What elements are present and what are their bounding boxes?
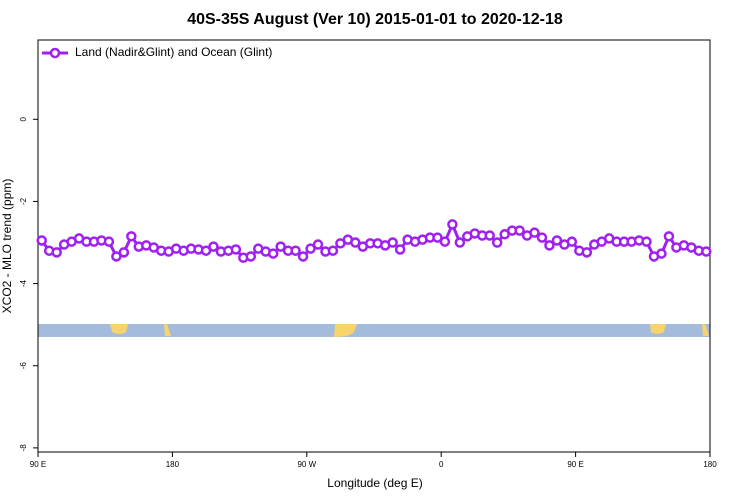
series-marker	[51, 247, 62, 258]
land-patch	[110, 324, 128, 334]
series-marker	[551, 235, 563, 246]
y-tick-label: -2	[19, 197, 28, 205]
series-marker	[350, 237, 361, 248]
y-tick-label: 0	[19, 117, 28, 122]
y-tick-label: -6	[19, 362, 28, 370]
x-tick-label: 90 E	[567, 460, 583, 469]
series-marker	[305, 243, 316, 254]
series-marker	[447, 219, 458, 230]
series-marker	[656, 248, 667, 259]
series-marker	[491, 237, 503, 248]
x-tick-label: 90 W	[297, 460, 316, 469]
legend-label: Land (Nadir&Glint) and Ocean (Glint)	[75, 45, 272, 59]
x-tick-label: 90 E	[30, 460, 46, 469]
series-marker	[111, 251, 122, 262]
x-axis-label: Longitude (deg E)	[327, 476, 422, 490]
series-marker	[566, 236, 578, 247]
series-marker	[454, 237, 466, 248]
series-marker	[245, 251, 257, 262]
series-marker	[327, 245, 339, 256]
legend-marker	[49, 47, 61, 59]
series-marker	[36, 235, 47, 246]
x-tick-label: 180	[703, 460, 717, 469]
series-marker	[581, 247, 593, 258]
series-marker	[103, 236, 115, 247]
land-patch	[702, 324, 709, 336]
land-patch	[334, 324, 357, 337]
ocean-band	[38, 324, 710, 337]
series-marker	[439, 236, 451, 247]
y-tick-label: -4	[19, 279, 28, 287]
plot-frame	[37, 39, 711, 453]
series-marker	[208, 241, 219, 252]
series-marker	[514, 225, 525, 236]
series-marker	[200, 245, 212, 256]
series-marker	[267, 248, 279, 259]
series-marker	[126, 231, 137, 242]
y-axis-label: XCO2 - MLO trend (ppm)	[0, 179, 14, 314]
series-marker	[701, 246, 712, 257]
series-marker	[529, 227, 540, 238]
series-marker	[432, 232, 443, 243]
chart-title: 40S-35S August (Ver 10) 2015-01-01 to 20…	[187, 11, 563, 28]
x-tick-label: 0	[439, 460, 444, 469]
series-marker	[544, 240, 555, 251]
series-marker	[312, 239, 324, 250]
series-marker	[230, 244, 242, 255]
series-marker	[297, 251, 309, 262]
series-marker	[118, 247, 130, 258]
series-marker	[387, 237, 398, 248]
y-tick-label: -8	[19, 444, 28, 452]
series-marker	[641, 236, 652, 247]
series-marker	[536, 232, 548, 243]
series-marker	[394, 244, 406, 255]
series-marker	[663, 231, 675, 242]
series-marker	[275, 241, 286, 252]
series-marker	[290, 245, 301, 256]
land-patch	[650, 324, 666, 334]
land-strip	[38, 324, 710, 337]
series-marker	[484, 230, 495, 241]
x-tick-label: 180	[166, 460, 180, 469]
land-patch	[164, 324, 171, 336]
